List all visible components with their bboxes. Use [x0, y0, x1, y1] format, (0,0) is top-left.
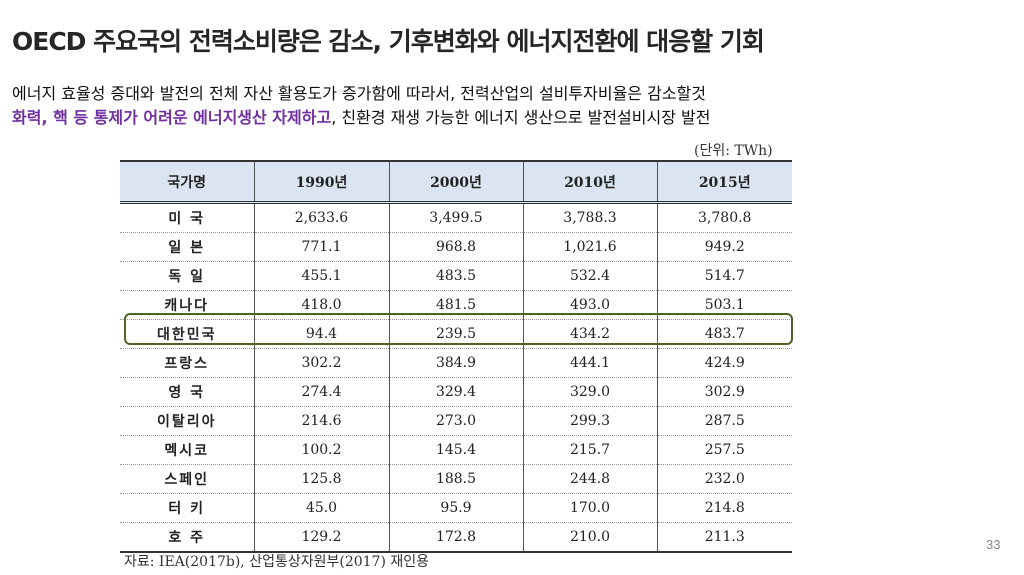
- value-cell: 244.8: [522, 464, 658, 494]
- country-name-cell: 캐나다: [120, 290, 255, 320]
- subtitle-line-2: 화력, 핵 등 통제가 어려운 에너지생산 자제하고, 친환경 재생 가능한 에…: [12, 104, 710, 128]
- value-cell: 215.7: [522, 435, 658, 465]
- value-cell: 493.0: [522, 290, 658, 320]
- value-cell: 287.5: [656, 406, 792, 436]
- value-cell: 274.4: [253, 377, 390, 407]
- country-name-cell: 영 국: [120, 377, 255, 407]
- value-cell: 214.6: [253, 406, 390, 436]
- value-cell: 210.0: [522, 522, 658, 553]
- country-name-cell: 독 일: [120, 261, 255, 291]
- table-row: 스페인 125.8 188.5 244.8 232.0: [120, 464, 792, 494]
- electricity-consumption-table: 국가명 1990년 2000년 2010년 2015년 미 국 2,633.6 3,…: [120, 160, 792, 553]
- table-row: 대한민국 94.4 239.5 434.2 483.7: [120, 319, 792, 349]
- source-note: 자료: IEA(2017b), 산업통상자원부(2017) 재인용: [124, 554, 430, 570]
- subtitle-highlight: 화력, 핵 등 통제가 어려운 에너지생산 자제하고: [12, 108, 332, 127]
- value-cell: 302.2: [253, 348, 390, 378]
- table-row: 일 본 771.1 968.8 1,021.6 949.2: [120, 232, 792, 262]
- table-row: 캐나다 418.0 481.5 493.0 503.1: [120, 290, 792, 320]
- country-name-cell: 스페인: [120, 464, 255, 494]
- page-number: 33: [986, 537, 1001, 552]
- table-row: 영 국 274.4 329.4 329.0 302.9: [120, 377, 792, 407]
- value-cell: 483.7: [656, 319, 792, 349]
- value-cell: 125.8: [253, 464, 390, 494]
- table-row: 미 국 2,633.6 3,499.5 3,788.3 3,780.8: [120, 202, 792, 233]
- value-cell: 45.0: [253, 493, 390, 523]
- value-cell: 95.9: [388, 493, 524, 523]
- subtitle-line-1: 에너지 효율성 증대와 발전의 전체 자산 활용도가 증가함에 따라서, 전력산…: [12, 84, 706, 103]
- table-row: 멕시코 100.2 145.4 215.7 257.5: [120, 435, 792, 465]
- country-name-cell: 호 주: [120, 522, 255, 553]
- value-cell: 329.4: [388, 377, 524, 407]
- value-cell: 3,780.8: [656, 202, 792, 233]
- value-cell: 514.7: [656, 261, 792, 291]
- value-cell: 170.0: [522, 493, 658, 523]
- value-cell: 172.8: [388, 522, 524, 553]
- table-row: 독 일 455.1 483.5 532.4 514.7: [120, 261, 792, 291]
- value-cell: 302.9: [656, 377, 792, 407]
- country-name-cell: 멕시코: [120, 435, 255, 465]
- value-cell: 434.2: [522, 319, 658, 349]
- value-cell: 232.0: [656, 464, 792, 494]
- table-header-row: 국가명 1990년 2000년 2010년 2015년: [120, 160, 792, 204]
- value-cell: 299.3: [522, 406, 658, 436]
- column-header: 1990년: [253, 160, 390, 204]
- value-cell: 481.5: [388, 290, 524, 320]
- table-row: 프랑스 302.2 384.9 444.1 424.9: [120, 348, 792, 378]
- value-cell: 2,633.6: [253, 202, 390, 233]
- table-row: 이탈리아 214.6 273.0 299.3 287.5: [120, 406, 792, 436]
- value-cell: 214.8: [656, 493, 792, 523]
- value-cell: 239.5: [388, 319, 524, 349]
- column-header: 국가명: [120, 160, 255, 204]
- country-name-cell: 터 키: [120, 493, 255, 523]
- value-cell: 532.4: [522, 261, 658, 291]
- value-cell: 129.2: [253, 522, 390, 553]
- value-cell: 771.1: [253, 232, 390, 262]
- value-cell: 329.0: [522, 377, 658, 407]
- value-cell: 949.2: [656, 232, 792, 262]
- table-row: 호 주 129.2 172.8 210.0 211.3: [120, 522, 792, 553]
- value-cell: 94.4: [253, 319, 390, 349]
- column-header: 2015년: [656, 160, 792, 204]
- value-cell: 444.1: [522, 348, 658, 378]
- value-cell: 1,021.6: [522, 232, 658, 262]
- subtitle-rest: , 친환경 재생 가능한 에너지 생산으로 발전설비시장 발전: [331, 108, 711, 127]
- value-cell: 211.3: [656, 522, 792, 553]
- value-cell: 418.0: [253, 290, 390, 320]
- value-cell: 273.0: [388, 406, 524, 436]
- country-name-cell: 일 본: [120, 232, 255, 262]
- value-cell: 424.9: [656, 348, 792, 378]
- country-name-cell: 이탈리아: [120, 406, 255, 436]
- value-cell: 3,788.3: [522, 202, 658, 233]
- value-cell: 455.1: [253, 261, 390, 291]
- country-name-cell: 프랑스: [120, 348, 255, 378]
- value-cell: 257.5: [656, 435, 792, 465]
- table-row: 터 키 45.0 95.9 170.0 214.8: [120, 493, 792, 523]
- country-name-cell: 대한민국: [120, 319, 255, 349]
- value-cell: 188.5: [388, 464, 524, 494]
- slide-title: OECD 주요국의 전력소비량은 감소, 기후변화와 에너지전환에 대응할 기회: [12, 27, 765, 56]
- column-header: 2010년: [522, 160, 658, 204]
- value-cell: 100.2: [253, 435, 390, 465]
- value-cell: 968.8: [388, 232, 524, 262]
- value-cell: 3,499.5: [388, 202, 524, 233]
- country-name-cell: 미 국: [120, 202, 255, 233]
- unit-label: (단위: TWh): [694, 143, 773, 159]
- value-cell: 503.1: [656, 290, 792, 320]
- value-cell: 384.9: [388, 348, 524, 378]
- value-cell: 145.4: [388, 435, 524, 465]
- column-header: 2000년: [388, 160, 524, 204]
- value-cell: 483.5: [388, 261, 524, 291]
